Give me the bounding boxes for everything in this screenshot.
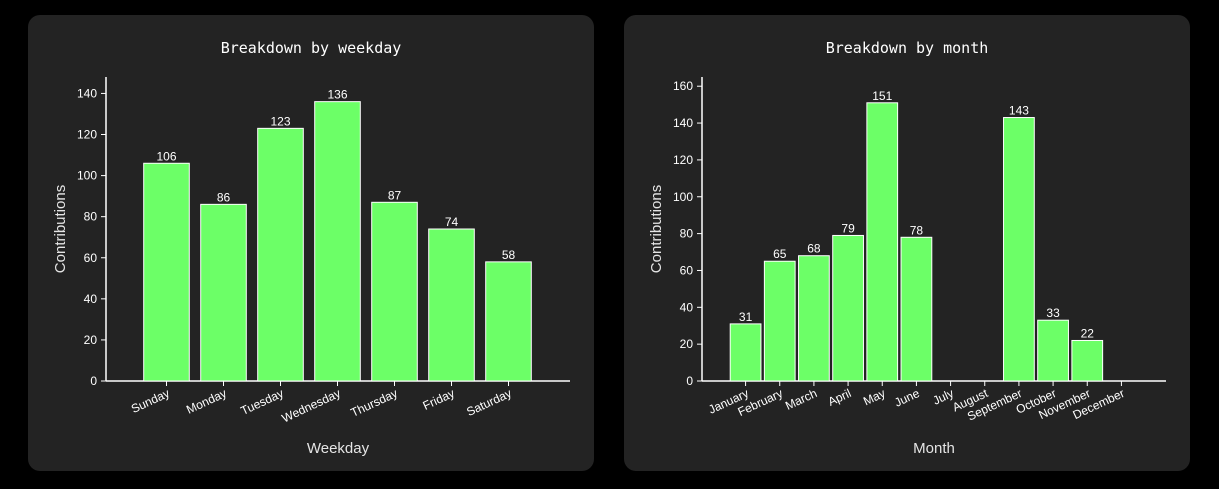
x-tick-label-june: June [892,386,922,410]
x-tick-label-sunday: Sunday [129,386,172,416]
x-tick-label-thursday: Thursday [349,386,400,420]
x-tick-label-may: May [861,386,887,408]
y-tick-label: 140 [673,116,693,130]
weekday-chart-panel: Breakdown by weekday 0 20 40 60 80 100 120 140 1… [28,15,594,471]
x-tick-label-april: April [826,386,854,409]
value-label-january: 31 [739,310,753,324]
bar-september [1003,117,1035,382]
value-label-thursday: 87 [388,188,402,202]
x-tick-label-saturday: Saturday [464,386,513,419]
bar-october [1037,319,1069,382]
y-tick-label: 0 [686,374,693,388]
y-axis-label: Contributions [52,185,69,273]
bar-january [729,323,762,382]
bar-thursday [371,201,418,382]
y-axis-label: Contributions [648,185,665,273]
value-label-wednesday: 136 [327,88,347,102]
bar-june [900,236,933,382]
y-tick-label: 60 [680,263,694,277]
bar-march [798,255,830,382]
value-label-may: 151 [872,89,892,103]
y-tick-label: 80 [680,227,694,241]
y-tick-label: 0 [90,374,97,388]
y-tick-label: 120 [673,153,693,167]
y-tick-label: 80 [84,210,98,224]
month-chart: 02040608010012014016031January65February… [648,77,1166,457]
value-label-april: 79 [841,221,855,235]
y-tick-label: 140 [77,86,97,100]
value-label-tuesday: 123 [270,114,290,128]
value-label-sunday: 106 [156,149,176,163]
y-tick-label: 40 [680,300,694,314]
value-label-september: 143 [1009,104,1029,118]
bar-tuesday [257,127,304,382]
weekday-chart-title: Breakdown by weekday [220,39,402,57]
x-axis-label: Month [913,440,955,457]
value-label-june: 78 [910,223,924,237]
bar-may [866,102,899,382]
bar-friday [428,228,475,382]
value-label-november: 22 [1081,326,1095,340]
value-label-october: 33 [1046,306,1060,320]
x-tick-label-wednesday: Wednesday [280,386,343,425]
bar-saturday [485,261,532,382]
y-tick-label: 20 [680,337,694,351]
month-chart-panel: Breakdown by month 0 20 40 60 80 100 120 140 160… [624,15,1190,471]
value-label-friday: 74 [445,215,459,229]
y-tick-label: 120 [77,128,97,142]
bar-november [1071,339,1104,382]
bar-february [763,260,796,382]
x-tick-label-monday: Monday [184,386,229,417]
x-tick-label-march: March [783,386,819,413]
value-label-february: 65 [773,247,787,261]
bar-april [832,234,864,382]
y-tick-label: 20 [84,333,98,347]
x-tick-label-tuesday: Tuesday [239,386,286,418]
value-label-saturday: 58 [502,248,516,262]
y-tick-label: 100 [77,169,97,183]
bar-wednesday [314,101,361,382]
x-axis-label: Weekday [307,440,370,457]
y-tick-label: 160 [673,79,693,93]
y-tick-label: 100 [673,190,693,204]
y-tick-label: 40 [84,292,98,306]
x-tick-label-friday: Friday [421,386,457,413]
month-chart-title: Breakdown by month [825,39,989,57]
value-label-march: 68 [807,242,821,256]
bar-monday [200,203,247,382]
bar-sunday [143,162,190,382]
value-label-monday: 86 [217,190,231,204]
y-tick-label: 60 [84,251,98,265]
weekday-chart: 0 20 40 60 80 100 120 140 106 Sunday 86 Monday 123 Tu… [52,77,570,457]
